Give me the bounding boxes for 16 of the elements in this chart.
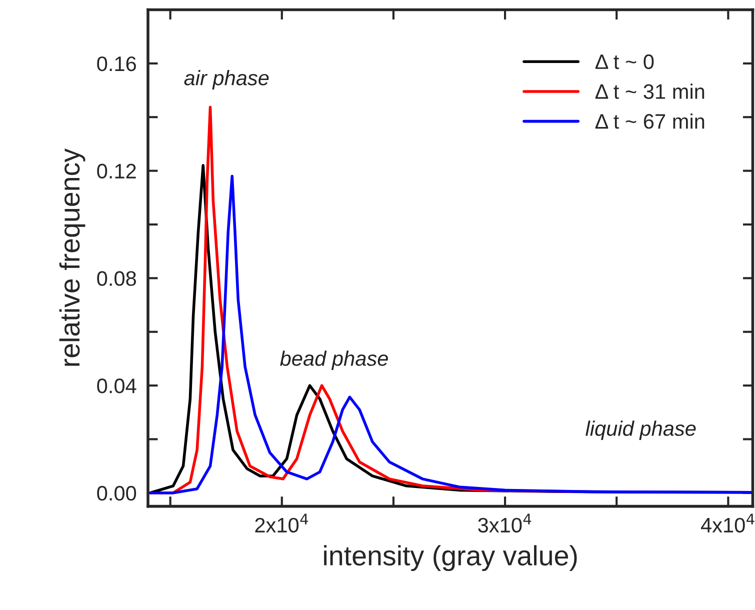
y-tick-label: 0.16 <box>97 56 136 72</box>
x-tick-label: 2x10$^{4}$ <box>255 514 308 533</box>
y-tick-label: 0.00 <box>97 486 136 501</box>
annotation: air phase <box>184 70 269 90</box>
annotation: bead phase <box>280 350 388 370</box>
legend-label: Δ t ~ 0 <box>595 54 654 70</box>
legend-label: Δ t ~ 67 min <box>595 113 704 129</box>
annotation: liquid phase <box>586 420 696 440</box>
x-axis-title: intensity (gray value) <box>324 545 577 572</box>
y-axis-title: relative frequency <box>59 148 86 366</box>
legend-label: Δ t ~ 31 min <box>595 84 704 99</box>
y-tick-label: 0.12 <box>97 164 136 179</box>
x-tick-label: 4x10$^{4}$ <box>700 514 754 533</box>
y-tick-label: 0.08 <box>97 271 136 286</box>
y-tick-label: 0.04 <box>97 378 136 394</box>
x-tick-label: 3x10$^{4}$ <box>478 514 532 533</box>
